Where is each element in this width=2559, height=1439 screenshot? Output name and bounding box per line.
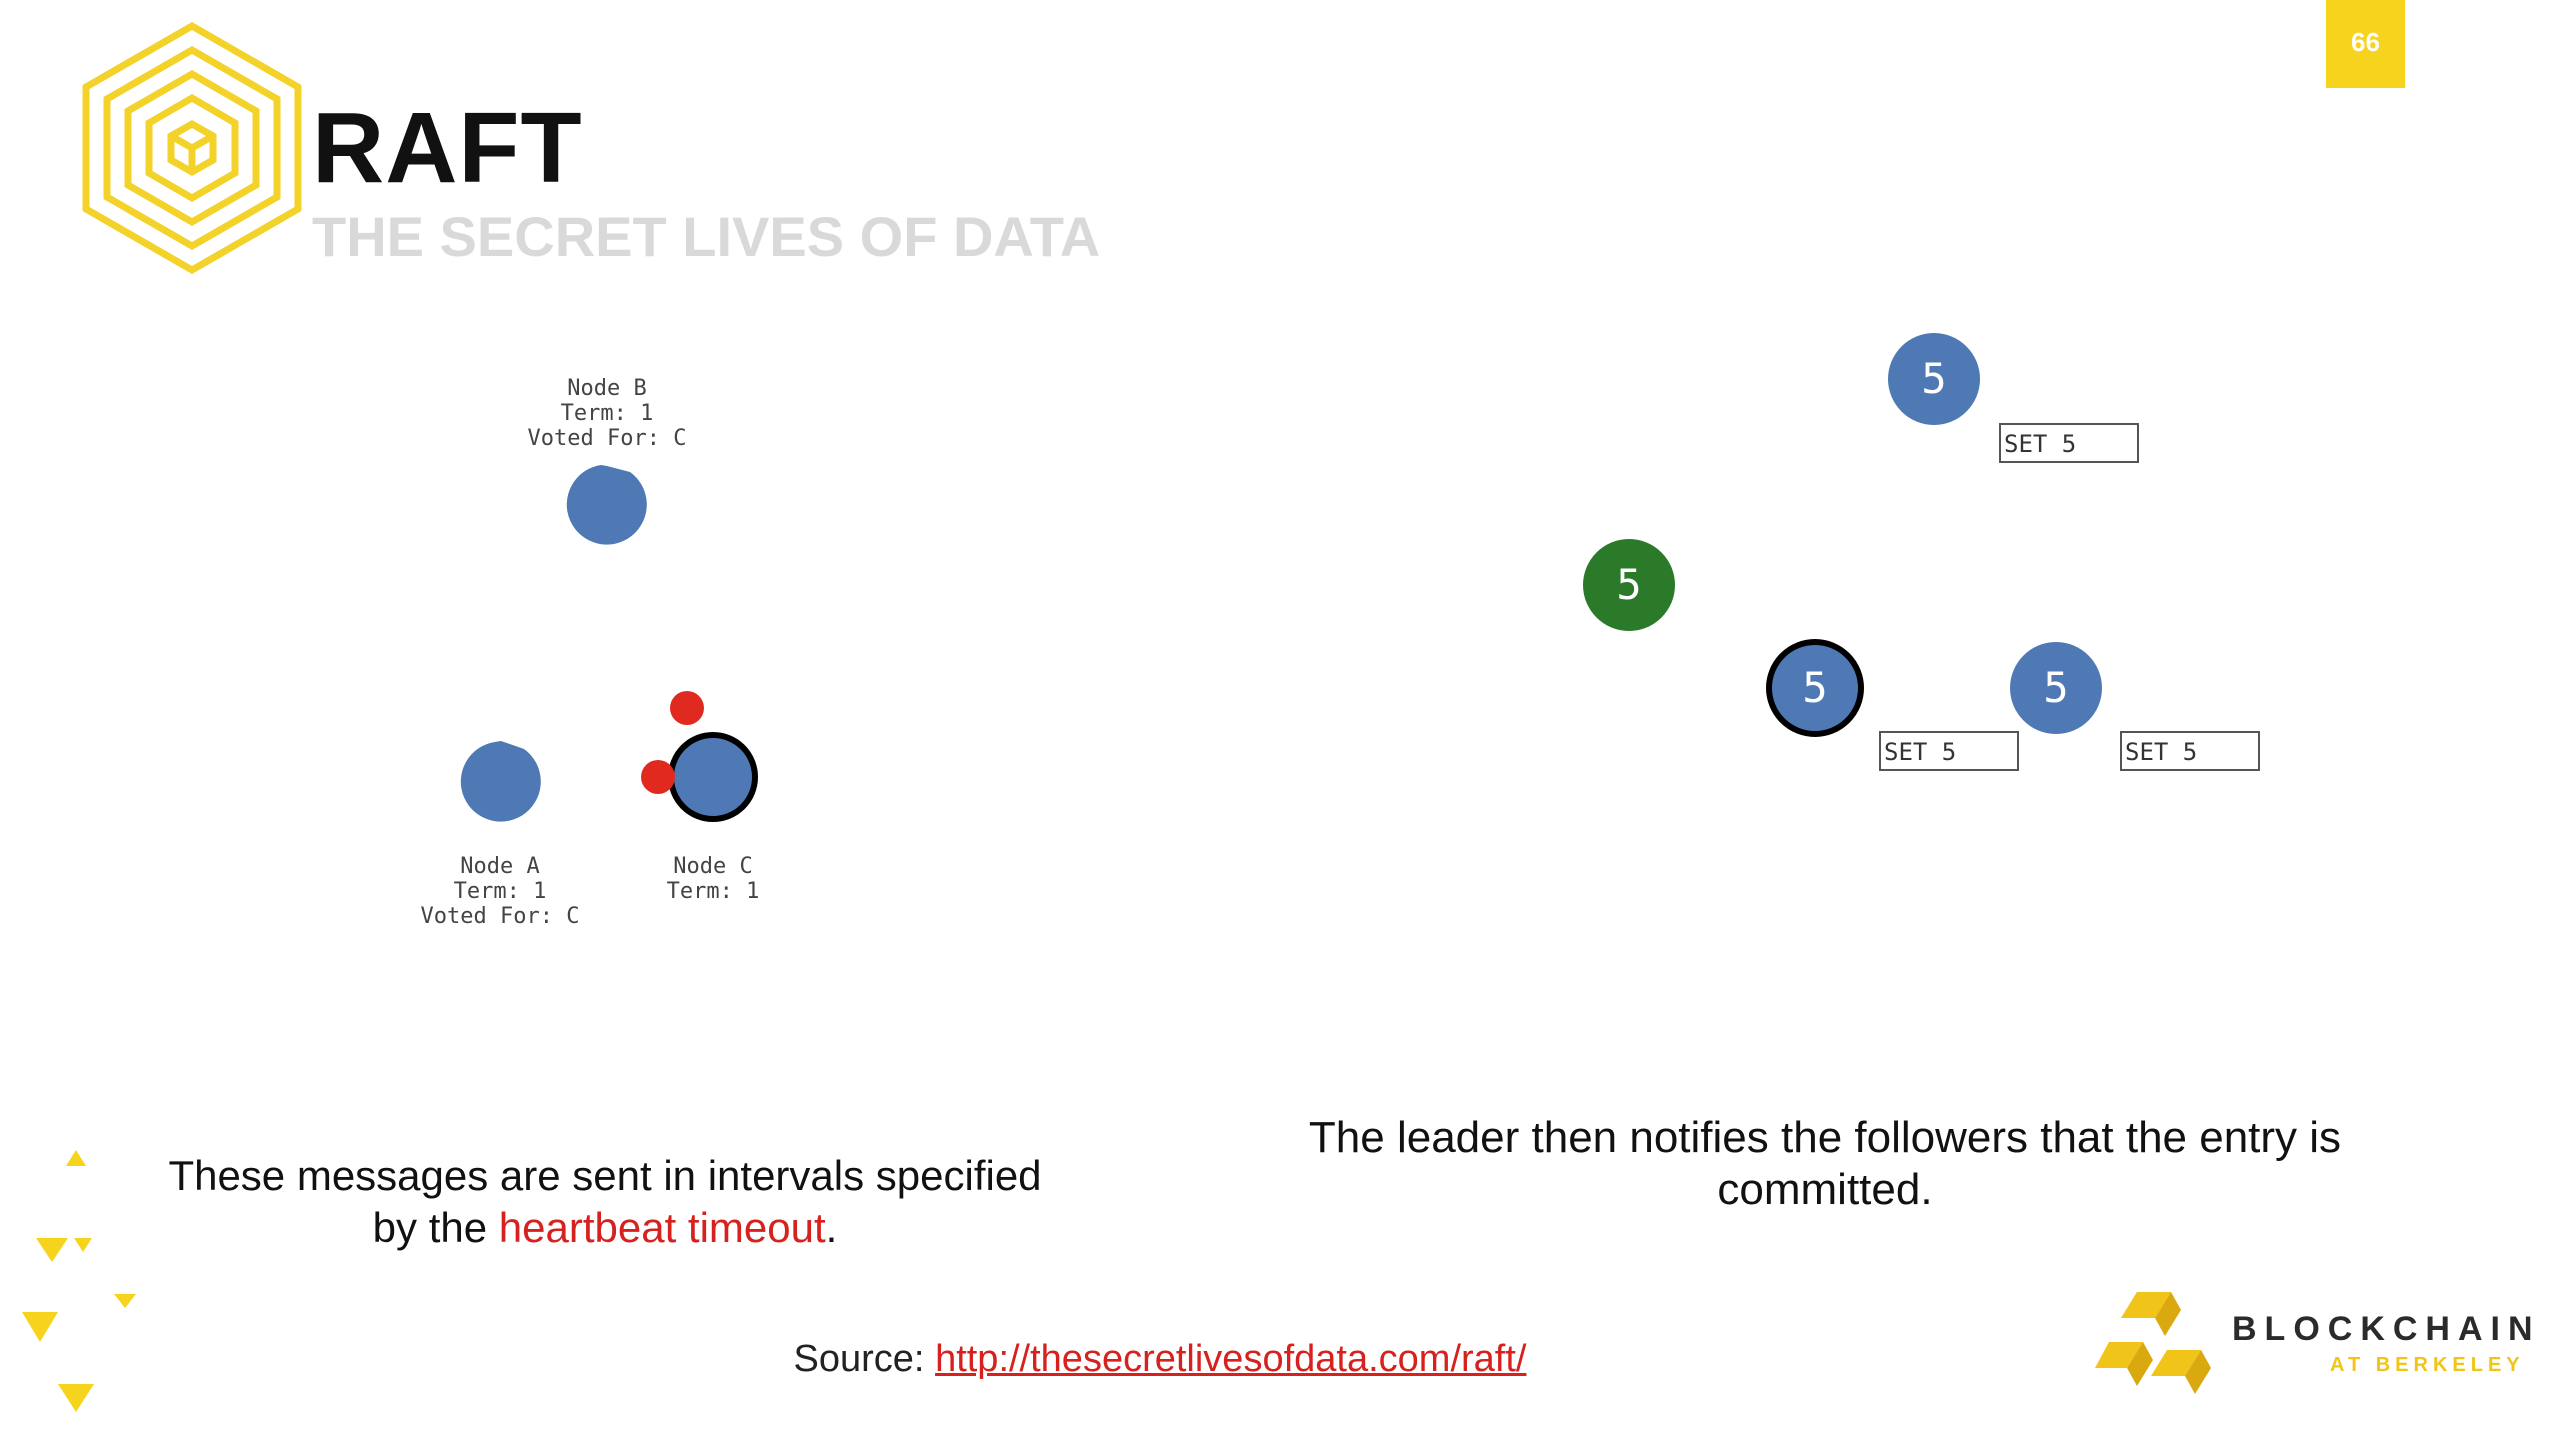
node-b-circle xyxy=(566,465,647,545)
raft-hexagon-logo xyxy=(82,21,302,275)
slide-number-badge: 66 xyxy=(2326,0,2405,88)
left-caption: These messages are sent in intervals spe… xyxy=(90,1150,1120,1254)
leader-node xyxy=(1766,639,1864,737)
source-link[interactable]: http://thesecretlivesofdata.com/raft/ xyxy=(935,1338,1527,1380)
follower-node-top xyxy=(1888,333,1980,425)
follower-node-right-value: 5 xyxy=(2043,663,2068,712)
client-node xyxy=(1583,539,1675,631)
follower-node-right xyxy=(2010,642,2102,734)
left-raft-diagram xyxy=(460,465,758,822)
node-a-circle xyxy=(460,741,541,822)
slide-title: RAFT xyxy=(312,92,583,204)
log-entry-top-text: SET 5 xyxy=(2004,430,2076,458)
client-node-value: 5 xyxy=(1616,560,1641,609)
slide-subtitle: THE SECRET LIVES OF DATA xyxy=(312,205,1101,268)
left-caption-line1: These messages are sent in intervals spe… xyxy=(168,1152,1042,1199)
log-entry-right xyxy=(2120,731,2260,771)
brand-name: BLOCKCHAIN xyxy=(2232,1310,2541,1348)
log-entry-right-text: SET 5 xyxy=(2125,738,2197,766)
node-a-label: Node A Term: 1 Voted For: C xyxy=(420,854,580,929)
log-entry-top xyxy=(1999,423,2139,463)
follower-node-top-value: 5 xyxy=(1921,354,1946,403)
node-b-label: Node B Term: 1 Voted For: C xyxy=(527,376,687,451)
brand-subtitle: AT BERKELEY xyxy=(2330,1354,2525,1376)
source-line: Source: http://thesecretlivesofdata.com/… xyxy=(560,1338,1760,1381)
node-c-circle xyxy=(668,732,758,822)
left-caption-suffix: . xyxy=(825,1204,838,1251)
left-caption-line2-prefix: by the xyxy=(372,1204,499,1251)
source-label: Source: xyxy=(793,1338,936,1380)
heartbeat-message xyxy=(641,760,675,794)
decorative-triangles xyxy=(22,1150,136,1412)
leader-node-value: 5 xyxy=(1802,663,1827,712)
blockchain-cube-logo xyxy=(2095,1292,2211,1394)
log-entry-leader-text: SET 5 xyxy=(1884,738,1956,766)
log-entry-leader xyxy=(1879,731,2019,771)
node-c-label: Node C Term: 1 xyxy=(666,854,760,904)
right-caption: The leader then notifies the followers t… xyxy=(1308,1113,2342,1214)
heartbeat-timeout-highlight: heartbeat timeout xyxy=(498,1204,826,1251)
right-raft-diagram: 5 SET 5 5 5 SET 5 5 SET 5 xyxy=(1583,333,2260,771)
heartbeat-message xyxy=(670,691,704,725)
